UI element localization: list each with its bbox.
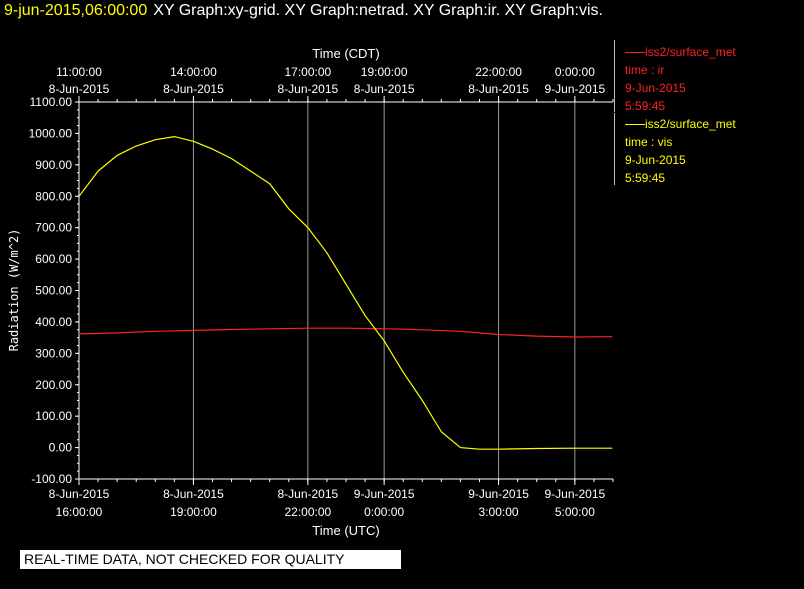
title-graphs: XY Graph:xy-grid. XY Graph:netrad. XY Gr… <box>153 2 603 19</box>
bottom-tick-time: 3:00:00 <box>479 505 519 519</box>
y-tick-label: 300.00 <box>35 346 72 360</box>
legend-variable: time : ir <box>625 63 665 77</box>
chart-title: 9-jun-2015,06:00:00 XY Graph:xy-grid. XY … <box>4 2 603 20</box>
quality-notice: REAL-TIME DATA, NOT CHECKED FOR QUALITY <box>20 550 401 569</box>
y-tick-label: 900.00 <box>35 158 72 172</box>
y-tick-label: 600.00 <box>35 252 72 266</box>
y-tick-label: 100.00 <box>35 409 72 423</box>
y-tick-label: 200.00 <box>35 378 72 392</box>
y-tick-label: 0.00 <box>49 441 73 455</box>
legend-line-icon <box>625 52 645 54</box>
bottom-tick-time: 19:00:00 <box>170 505 217 519</box>
top-tick-date: 8-Jun-2015 <box>468 82 529 96</box>
bottom-tick-date: 9-Jun-2015 <box>468 487 529 501</box>
y-tick-label: 700.00 <box>35 221 72 235</box>
y-tick-label: 500.00 <box>35 284 72 298</box>
legend-vis: iss2/surface_met time : vis 9-Jun-2015 5… <box>625 115 736 187</box>
series-vis-line <box>78 135 613 450</box>
legend-time: 5:59:45 <box>625 99 666 113</box>
y-axis-title: Radiation (W/m^2) <box>7 229 21 352</box>
legend-source: iss2/surface_met <box>645 117 736 131</box>
top-tick-time: 11:00:00 <box>56 65 102 79</box>
top-axis-title: Time (CDT) <box>312 46 379 61</box>
y-tick-label: -100.00 <box>31 472 72 486</box>
top-tick-time: 0:00:00 <box>555 65 595 79</box>
bottom-tick-date: 8-Jun-2015 <box>277 487 338 501</box>
bottom-tick-time: 5:00:00 <box>555 505 595 519</box>
series-ir-line <box>78 327 613 338</box>
y-tick-label: 400.00 <box>35 315 72 329</box>
top-tick-date: 8-Jun-2015 <box>163 82 224 96</box>
top-tick-time: 14:00:00 <box>170 65 217 79</box>
bottom-tick-date: 8-Jun-2015 <box>163 487 224 501</box>
legend-variable: time : vis <box>625 135 673 149</box>
top-tick-time: 19:00:00 <box>361 65 408 79</box>
legend-divider <box>614 113 615 185</box>
title-date: 9-jun-2015,06:00:00 <box>4 2 148 19</box>
y-tick-label: 1000.00 <box>29 126 73 140</box>
x-axis-title: Time (UTC) <box>312 523 379 538</box>
legend-line-icon <box>625 124 645 126</box>
y-tick-label: 800.00 <box>35 189 72 203</box>
top-tick-time: 22:00:00 <box>475 65 522 79</box>
legend-source: iss2/surface_met <box>645 45 736 59</box>
bottom-tick-time: 0:00:00 <box>364 505 404 519</box>
bottom-tick-date: 9-Jun-2015 <box>354 487 415 501</box>
bottom-tick-time: 22:00:00 <box>284 505 331 519</box>
bottom-tick-time: 16:00:00 <box>56 505 103 519</box>
legend-ir: iss2/surface_met time : ir 9-Jun-2015 5:… <box>625 43 736 115</box>
bottom-tick-date: 8-Jun-2015 <box>49 487 110 501</box>
legend-date: 9-Jun-2015 <box>625 153 686 167</box>
y-tick-label: 1100.00 <box>30 95 73 109</box>
bottom-tick-date: 9-Jun-2015 <box>544 487 605 501</box>
legend-date: 9-Jun-2015 <box>625 81 686 95</box>
top-tick-date: 8-Jun-2015 <box>354 82 415 96</box>
top-tick-date: 9-Jun-2015 <box>544 82 605 96</box>
top-tick-time: 17:00:00 <box>284 65 331 79</box>
top-tick-date: 8-Jun-2015 <box>277 82 338 96</box>
legend-divider <box>614 40 615 112</box>
top-tick-date: 8-Jun-2015 <box>49 82 110 96</box>
legend-time: 5:59:45 <box>625 171 666 185</box>
